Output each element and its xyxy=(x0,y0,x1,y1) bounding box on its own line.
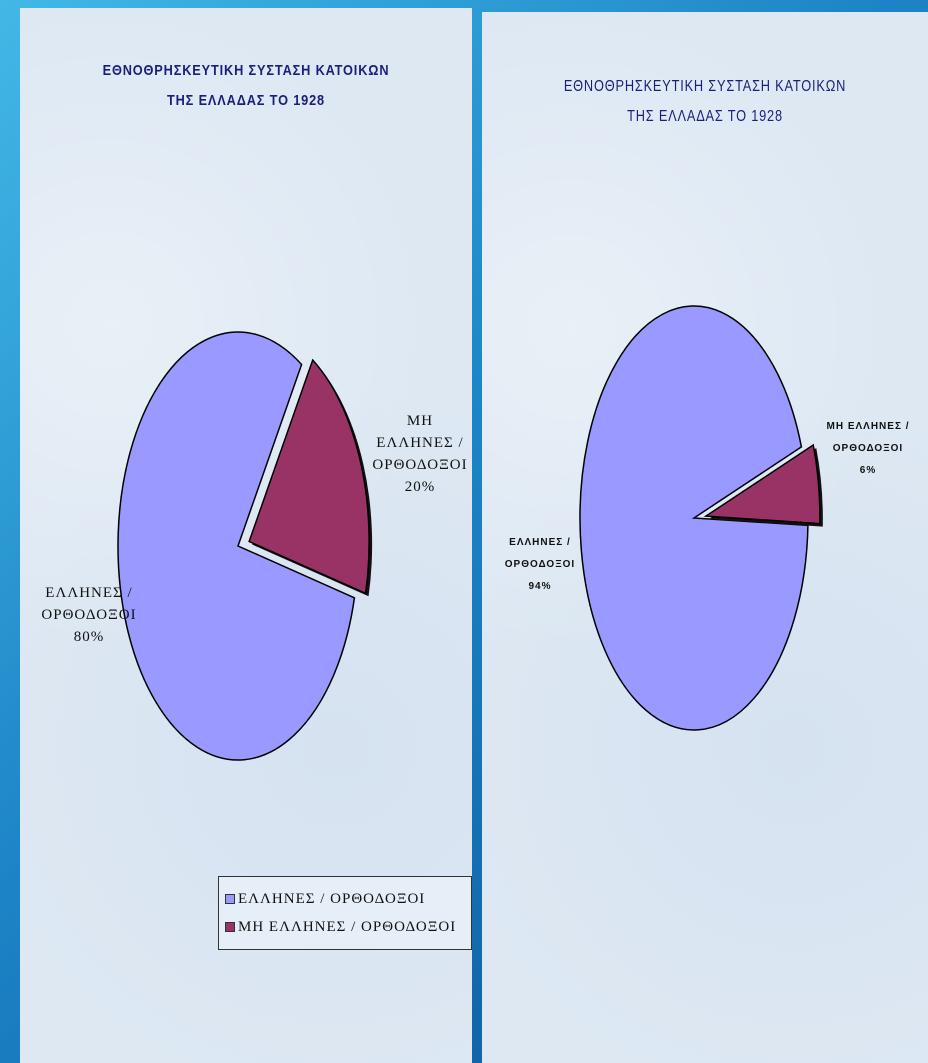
chart-title-line-2: ΤΗΣ ΕΛΛΑΔΑΣ ΤΟ 1928 xyxy=(166,92,325,109)
data-label-non-greeks-orthodox: ΜΗ ΕΛΛΗΝΕΣ / ΟΡΘΟΔΟΞΟΙ 6% xyxy=(808,416,928,482)
data-label-line: ΕΛΛΗΝΕΣ / xyxy=(509,537,571,548)
legend-swatch-maroon xyxy=(225,922,235,932)
data-label-line: ΜΗ ΕΛΛΗΝΕΣ / xyxy=(826,421,910,432)
data-label-line: ΕΛΛΗΝΕΣ / xyxy=(45,585,133,601)
legend-swatch-blue xyxy=(225,894,235,904)
chart-title-line-1: ΕΘΝΟΘΡΗΣΚΕΥΤΙΚΗ ΣΥΣΤΑΣΗ ΚΑΤΟΙΚΩΝ xyxy=(102,62,390,79)
chart-legend: ΕΛΛΗΝΕΣ / ΟΡΘΟΔΟΞΟΙ ΜΗ ΕΛΛΗΝΕΣ / ΟΡΘΟΔΟΞ… xyxy=(218,876,472,950)
data-label-non-greeks-orthodox: ΜΗ ΕΛΛΗΝΕΣ / ΟΡΘΟΔΟΞΟΙ 20% xyxy=(370,410,470,498)
data-label-value: 20% xyxy=(404,479,436,495)
pie-slice-non-greeks-orthodox xyxy=(248,358,370,595)
right-chart-panel: ΕΘΝΟΘΡΗΣΚΕΥΤΙΚΗ ΣΥΣΤΑΣΗ ΚΑΤΟΙΚΩΝ ΤΗΣ ΕΛΛ… xyxy=(482,12,928,1063)
data-label-line: ΜΗ xyxy=(406,413,434,429)
pie-chart-left xyxy=(117,331,373,761)
pie-slice-greeks-orthodox xyxy=(579,305,809,731)
data-label-greeks-orthodox: ΕΛΛΗΝΕΣ / ΟΡΘΟΔΟΞΟΙ 80% xyxy=(34,582,144,648)
data-label-value: 94% xyxy=(528,581,552,592)
data-label-value: 80% xyxy=(73,629,105,645)
chart-title-line-1: ΕΘΝΟΘΡΗΣΚΕΥΤΙΚΗ ΣΥΣΤΑΣΗ ΚΑΤΟΙΚΩΝ xyxy=(563,78,847,95)
data-label-line: ΟΡΘΟΔΟΞΟΙ xyxy=(504,559,576,570)
data-label-line: ΟΡΘΟΔΟΞΟΙ xyxy=(832,443,904,454)
data-label-line: ΟΡΘΟΔΟΞΟΙ xyxy=(41,607,137,623)
left-chart-panel: ΕΘΝΟΘΡΗΣΚΕΥΤΙΚΗ ΣΥΣΤΑΣΗ ΚΑΤΟΙΚΩΝ ΤΗΣ ΕΛΛ… xyxy=(20,8,472,1063)
legend-item-greeks-orthodox: ΕΛΛΗΝΕΣ / ΟΡΘΟΔΟΞΟΙ xyxy=(225,885,471,913)
data-label-line: ΕΛΛΗΝΕΣ / xyxy=(376,435,464,451)
data-label-line: ΟΡΘΟΔΟΞΟΙ xyxy=(372,457,468,473)
legend-label: ΜΗ ΕΛΛΗΝΕΣ / ΟΡΘΟΔΟΞΟΙ xyxy=(238,918,457,935)
chart-title: ΕΘΝΟΘΡΗΣΚΕΥΤΙΚΗ ΣΥΣΤΑΣΗ ΚΑΤΟΙΚΩΝ ΤΗΣ ΕΛΛ… xyxy=(527,72,884,132)
data-label-value: 6% xyxy=(859,465,877,476)
pie-slice-greeks-orthodox xyxy=(117,331,356,761)
data-label-greeks-orthodox: ΕΛΛΗΝΕΣ / ΟΡΘΟΔΟΞΟΙ 94% xyxy=(490,532,590,598)
pie-slice-non-greeks-orthodox xyxy=(703,443,821,525)
pie-chart-right xyxy=(579,305,823,731)
legend-label: ΕΛΛΗΝΕΣ / ΟΡΘΟΔΟΞΟΙ xyxy=(238,890,426,907)
chart-title-line-2: ΤΗΣ ΕΛΛΑΔΑΣ ΤΟ 1928 xyxy=(627,108,783,125)
chart-title: ΕΘΝΟΘΡΗΣΚΕΥΤΙΚΗ ΣΥΣΤΑΣΗ ΚΑΤΟΙΚΩΝ ΤΗΣ ΕΛΛ… xyxy=(54,56,438,116)
legend-item-non-greeks-orthodox: ΜΗ ΕΛΛΗΝΕΣ / ΟΡΘΟΔΟΞΟΙ xyxy=(225,913,471,941)
